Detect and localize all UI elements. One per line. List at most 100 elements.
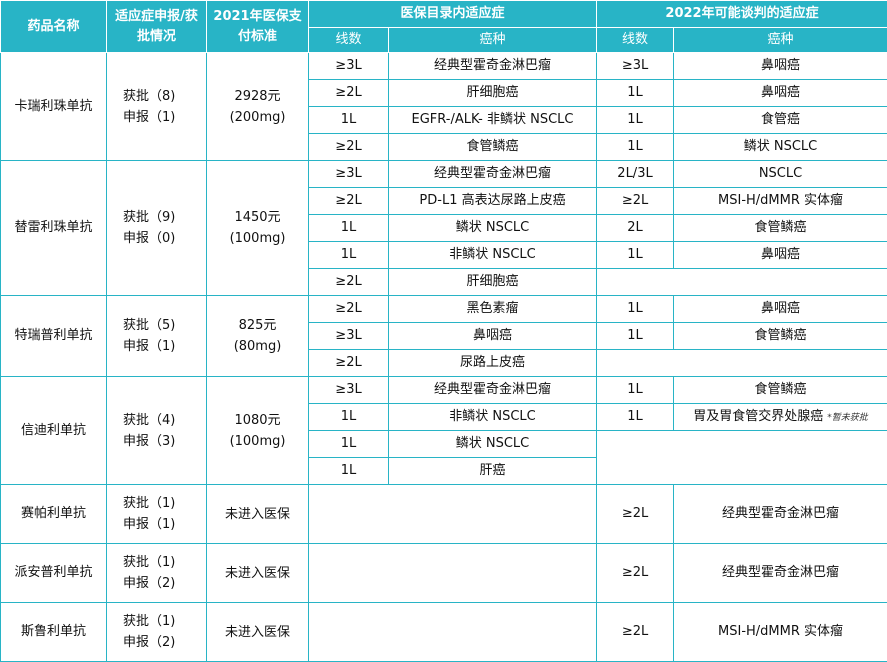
- header-future-cancer: 癌种: [673, 27, 887, 53]
- table-row: ≥2L 食管鳞癌 1L 鳞状 NSCLC: [1, 133, 887, 161]
- header-group-current: 医保目录内适应症: [307, 0, 598, 28]
- table-row: 1L 肝癌: [1, 457, 887, 485]
- current-cancer: EGFR-/ALK- 非鳞状 NSCLC: [387, 106, 598, 134]
- drug-status: 获批（1) 申报（2): [106, 602, 207, 662]
- future-line: 1L: [596, 241, 675, 269]
- price-value: 未进入医保: [224, 624, 290, 640]
- filed-count: 申报（1): [123, 339, 176, 354]
- price-dose: (200mg): [229, 109, 286, 125]
- table-row: 斯鲁利单抗 获批（1) 申报（2) 未进入医保 ≥2L MSI-H/dMMR 实体瘤: [0, 602, 887, 662]
- drug-status: 获批（1) 申报（2): [106, 543, 207, 603]
- future-cancer-text: NSCLC: [758, 166, 803, 181]
- table-row: 1L 鳞状 NSCLC: [1, 430, 887, 458]
- price-value: 2928元: [234, 88, 281, 104]
- drug-status: 获批（1) 申报（1): [106, 484, 207, 544]
- current-cancer: 尿路上皮癌: [387, 349, 598, 377]
- future-line: ≥2L: [596, 602, 675, 662]
- current-line: ≥2L: [308, 295, 389, 323]
- future-cancer-text: 经典型霍奇金淋巴瘤: [722, 506, 840, 521]
- future-line: ≥3L: [596, 52, 675, 80]
- future-line: [597, 431, 674, 458]
- header-price: 2021年医保支付标准: [206, 0, 309, 53]
- future-line: 1L: [596, 403, 675, 431]
- table-row: 1L 非鳞状 NSCLC 1L 胃及胃食管交界处腺癌 *暂未获批: [1, 403, 887, 431]
- current-cancer: [388, 543, 598, 603]
- table-row: 派安普利单抗 获批（1) 申报（2) 未进入医保 ≥2L 经典型霍奇金淋巴瘤: [0, 543, 887, 603]
- filed-count: 申报（3): [123, 433, 176, 449]
- future-cancer-text: MSI-H/dMMR 实体瘤: [718, 624, 844, 639]
- future-cancer: MSI-H/dMMR 实体瘤: [673, 602, 887, 662]
- future-cancer-text: 鼻咽癌: [761, 247, 801, 262]
- header-future-line: 线数: [596, 27, 675, 53]
- current-line: ≥2L: [308, 133, 389, 161]
- future-cancer-text: 鼻咽癌: [761, 85, 801, 100]
- approved-count: 获批（9): [123, 210, 176, 225]
- future-line: [597, 350, 674, 377]
- current-line: [308, 484, 389, 544]
- current-cancer: 经典型霍奇金淋巴瘤: [387, 376, 598, 404]
- drug-price: 1080元 (100mg): [206, 376, 309, 485]
- current-cancer: 鼻咽癌: [387, 322, 598, 350]
- current-cancer: 鳞状 NSCLC: [387, 430, 598, 458]
- approved-count: 获批（1): [123, 614, 176, 629]
- table-row: 赛帕利单抗 获批（1) 申报（1) 未进入医保 ≥2L 经典型霍奇金淋巴瘤: [0, 484, 887, 544]
- current-cancer: 肝癌: [387, 457, 598, 485]
- drug-price: 未进入医保: [206, 484, 309, 544]
- table-row: 卡瑞利珠单抗 获批（8) 申报（1) 2928元 (200mg) ≥3L 经典型霍奇金淋巴瘤…: [0, 52, 887, 161]
- drug-price: 2928元 (200mg): [206, 52, 309, 161]
- future-cancer-text: 食管鳞癌: [754, 382, 807, 397]
- drug-name: 卡瑞利珠单抗: [0, 52, 107, 161]
- price-value: 未进入医保: [224, 506, 290, 522]
- future-line: 1L: [596, 79, 675, 107]
- table-row: ≥2L 尿路上皮癌: [1, 349, 887, 377]
- approved-count: 获批（8): [123, 88, 176, 104]
- future-cancer-text: 经典型霍奇金淋巴瘤: [722, 565, 840, 580]
- future-cancer-text: 鳞状 NSCLC: [743, 139, 818, 154]
- current-cancer: [388, 602, 598, 662]
- current-line: ≥3L: [308, 376, 389, 404]
- current-line: ≥2L: [308, 187, 389, 215]
- future-cancer: NSCLC: [673, 160, 887, 188]
- future-cancer-text: 食管鳞癌: [754, 328, 807, 343]
- future-cancer-text: 食管癌: [761, 112, 801, 127]
- current-line: 1L: [308, 403, 389, 431]
- drug-status: 获批（5) 申报（1): [106, 295, 207, 377]
- drug-status: 获批（4) 申报（3): [106, 376, 207, 485]
- drug-price: 1450元 (100mg): [206, 160, 309, 296]
- future-line: 1L: [596, 322, 675, 350]
- drug-price: 825元 (80mg): [206, 295, 309, 377]
- future-line: [597, 269, 674, 296]
- filed-count: 申报（0): [123, 231, 176, 246]
- drug-status: 获批（9) 申报（0): [106, 160, 207, 296]
- price-dose: (100mg): [229, 433, 286, 449]
- header-current-line: 线数: [308, 27, 389, 53]
- current-line: 1L: [308, 106, 389, 134]
- current-line: [308, 543, 389, 603]
- drug-price: 未进入医保: [206, 602, 309, 662]
- future-line: 1L: [596, 376, 675, 404]
- future-line: 1L: [596, 133, 675, 161]
- future-cancer: MSI-H/dMMR 实体瘤: [673, 187, 887, 215]
- current-line: ≥3L: [308, 322, 389, 350]
- current-line: ≥2L: [308, 349, 389, 377]
- future-cancer: 鳞状 NSCLC: [673, 133, 887, 161]
- future-cancer: 胃及胃食管交界处腺癌 *暂未获批: [673, 403, 887, 431]
- future-line: 1L: [596, 106, 675, 134]
- future-line: ≥2L: [596, 484, 675, 544]
- future-line: ≥2L: [596, 543, 675, 603]
- future-cancer: [673, 268, 887, 296]
- price-value: 未进入医保: [224, 565, 290, 581]
- drug-status: 获批（8) 申报（1): [106, 52, 207, 161]
- current-cancer: 肝细胞癌: [387, 268, 598, 296]
- drug-price: 未进入医保: [206, 543, 309, 603]
- approved-count: 获批（1): [123, 496, 176, 511]
- future-cancer: 鼻咽癌: [673, 241, 887, 269]
- filed-count: 申报（2): [123, 576, 176, 591]
- future-cancer: 食管鳞癌: [673, 376, 887, 404]
- current-line: 1L: [308, 457, 389, 485]
- approved-count: 获批（4): [123, 412, 176, 428]
- future-line: 1L: [596, 295, 675, 323]
- drug-name: 赛帕利单抗: [0, 484, 107, 544]
- table-row: 1L 非鳞状 NSCLC 1L 鼻咽癌: [1, 241, 887, 269]
- current-cancer: 黑色素瘤: [387, 295, 598, 323]
